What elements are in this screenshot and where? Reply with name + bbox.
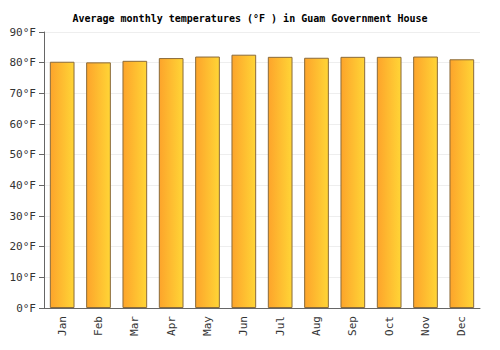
svg-text:0°F: 0°F (16, 302, 36, 315)
svg-text:30°F: 30°F (10, 210, 37, 223)
svg-text:Aug: Aug (310, 316, 323, 336)
svg-text:Jan: Jan (56, 316, 69, 336)
svg-text:10°F: 10°F (10, 271, 37, 284)
svg-text:Mar: Mar (128, 316, 141, 336)
svg-text:20°F: 20°F (10, 240, 37, 253)
svg-text:Average monthly temperatures (: Average monthly temperatures (°F ) in Gu… (72, 13, 427, 24)
svg-text:Jun: Jun (237, 316, 250, 336)
svg-text:Feb: Feb (92, 316, 105, 336)
svg-text:Apr: Apr (165, 316, 178, 336)
svg-text:80°F: 80°F (10, 56, 37, 69)
svg-text:60°F: 60°F (10, 118, 37, 131)
svg-text:Sep: Sep (346, 316, 359, 336)
svg-text:Dec: Dec (455, 316, 468, 336)
svg-text:May: May (201, 316, 214, 336)
svg-text:70°F: 70°F (10, 87, 37, 100)
svg-text:50°F: 50°F (10, 148, 37, 161)
svg-text:40°F: 40°F (10, 179, 37, 192)
svg-text:Jul: Jul (274, 316, 287, 336)
svg-text:Nov: Nov (419, 316, 432, 336)
svg-text:Oct: Oct (383, 316, 396, 336)
svg-text:90°F: 90°F (10, 26, 37, 39)
